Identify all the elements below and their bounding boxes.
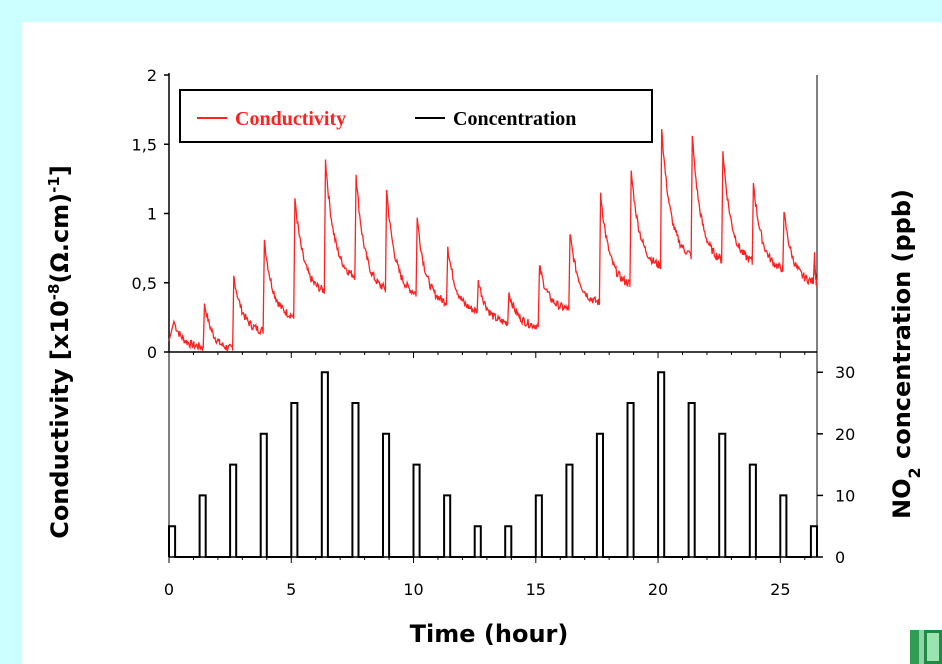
- x-tick-label: 0: [164, 580, 174, 599]
- legend-conductivity-label: Conductivity: [235, 108, 346, 130]
- legend: Conductivity Concentration: [179, 89, 653, 143]
- x-axis-title: Time (hour): [410, 620, 569, 648]
- right-y-axis-title: NO2 concentration (ppb): [888, 189, 924, 519]
- right-y-axis-title-group: NO2 concentration (ppb): [888, 189, 924, 519]
- legend-box: [179, 89, 653, 143]
- left-y-tick-label: 2: [147, 66, 157, 85]
- concentration-series-line: [168, 371, 818, 558]
- figure-frame: Conductivity [x10-8(Ω.cm)-1] NO2 concent…: [22, 22, 942, 664]
- left-y-tick-label: 0,5: [132, 274, 157, 293]
- left-y-axis-title-group: Conductivity [x10-8(Ω.cm)-1]: [45, 165, 74, 539]
- x-tick-label: 15: [526, 580, 546, 599]
- left-y-axis-title: Conductivity [x10-8(Ω.cm)-1]: [45, 165, 74, 539]
- left-y-tick-label: 0: [147, 343, 157, 362]
- right-y-tick-label: 10: [835, 486, 855, 505]
- legend-concentration-label: Concentration: [453, 108, 576, 130]
- right-y-tick-label: 30: [835, 363, 855, 382]
- x-tick-label: 10: [403, 580, 423, 599]
- logo-icon: [910, 630, 942, 664]
- x-tick-label: 5: [286, 580, 296, 599]
- left-y-tick-label: 1: [147, 205, 157, 224]
- x-tick-label: 25: [770, 580, 790, 599]
- concentration-panel: 0 10 20 30 0 5 10 15 20 25: [164, 352, 855, 599]
- chart: Conductivity [x10-8(Ω.cm)-1] NO2 concent…: [45, 66, 924, 648]
- right-y-tick-label: 20: [835, 425, 855, 444]
- conductivity-series-line: [168, 128, 818, 353]
- right-y-tick-label: 0: [835, 548, 845, 567]
- x-tick-label: 20: [648, 580, 668, 599]
- left-y-tick-label: 1,5: [132, 135, 157, 154]
